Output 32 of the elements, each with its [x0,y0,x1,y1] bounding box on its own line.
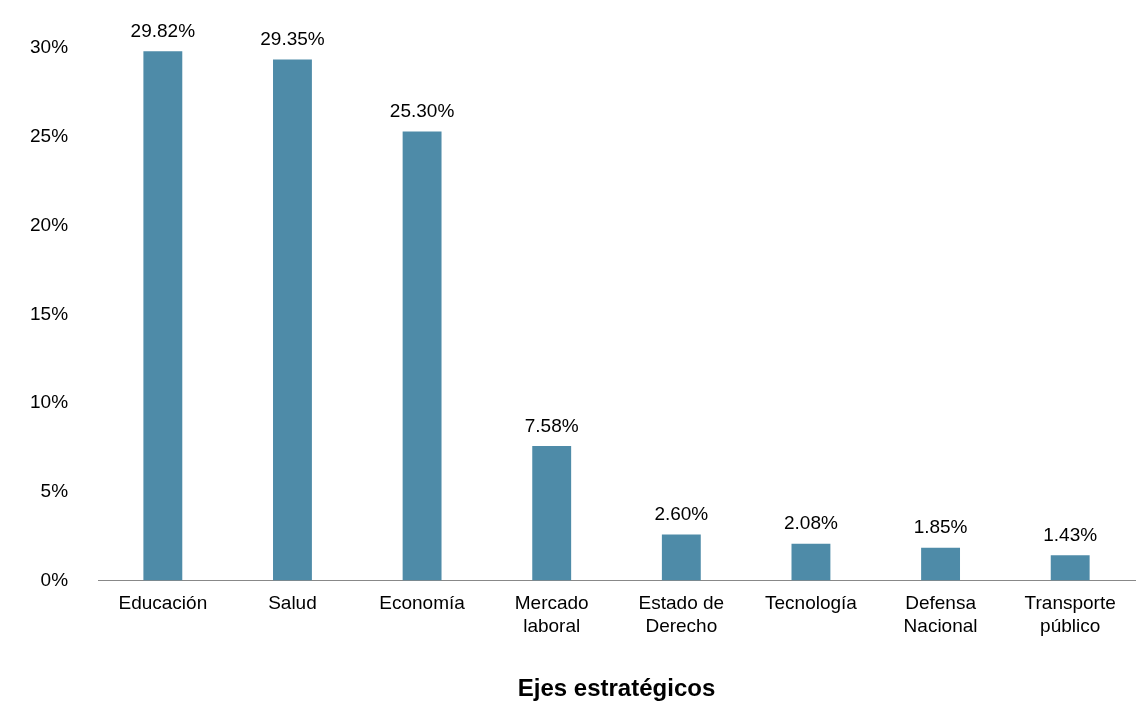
x-tick-label: Economía [379,592,466,614]
y-tick-label: 5% [40,480,69,502]
x-tick-label: Defensa Nacional [903,592,978,637]
data-label: 2.60% [654,503,709,525]
y-tick-label: 25% [30,125,69,146]
x-axis-title: Ejes estratégicos [517,674,716,702]
x-tick-label: Transporte público [1024,592,1116,637]
data-label: 25.30% [389,100,455,122]
bar [1050,555,1090,581]
y-tick-label: 15% [30,302,69,324]
bar [273,59,312,581]
y-tick-label: 0% [40,568,69,590]
bar [791,543,831,581]
bar [402,131,442,581]
x-tick-label: Estado de Derecho [638,592,725,637]
data-label: 7.58% [524,414,579,436]
data-label: 1.85% [913,516,968,538]
y-tick-label: 10% [30,391,69,413]
data-label: 29.35% [260,28,325,50]
y-tick-label: 20% [30,213,69,235]
bar [143,51,183,581]
y-tick-label: 30% [30,36,69,58]
x-tick-label: Tecnología [764,592,858,614]
x-tick-label: Mercado laboral [514,592,589,637]
bar [921,547,961,581]
bar [661,534,701,581]
data-label: 29.82% [130,19,196,41]
bar [532,446,572,581]
x-tick-label: Educación [118,592,208,614]
x-tick-label: Salud [268,592,317,614]
data-label: 2.08% [784,512,838,534]
data-label: 1.43% [1043,523,1098,545]
